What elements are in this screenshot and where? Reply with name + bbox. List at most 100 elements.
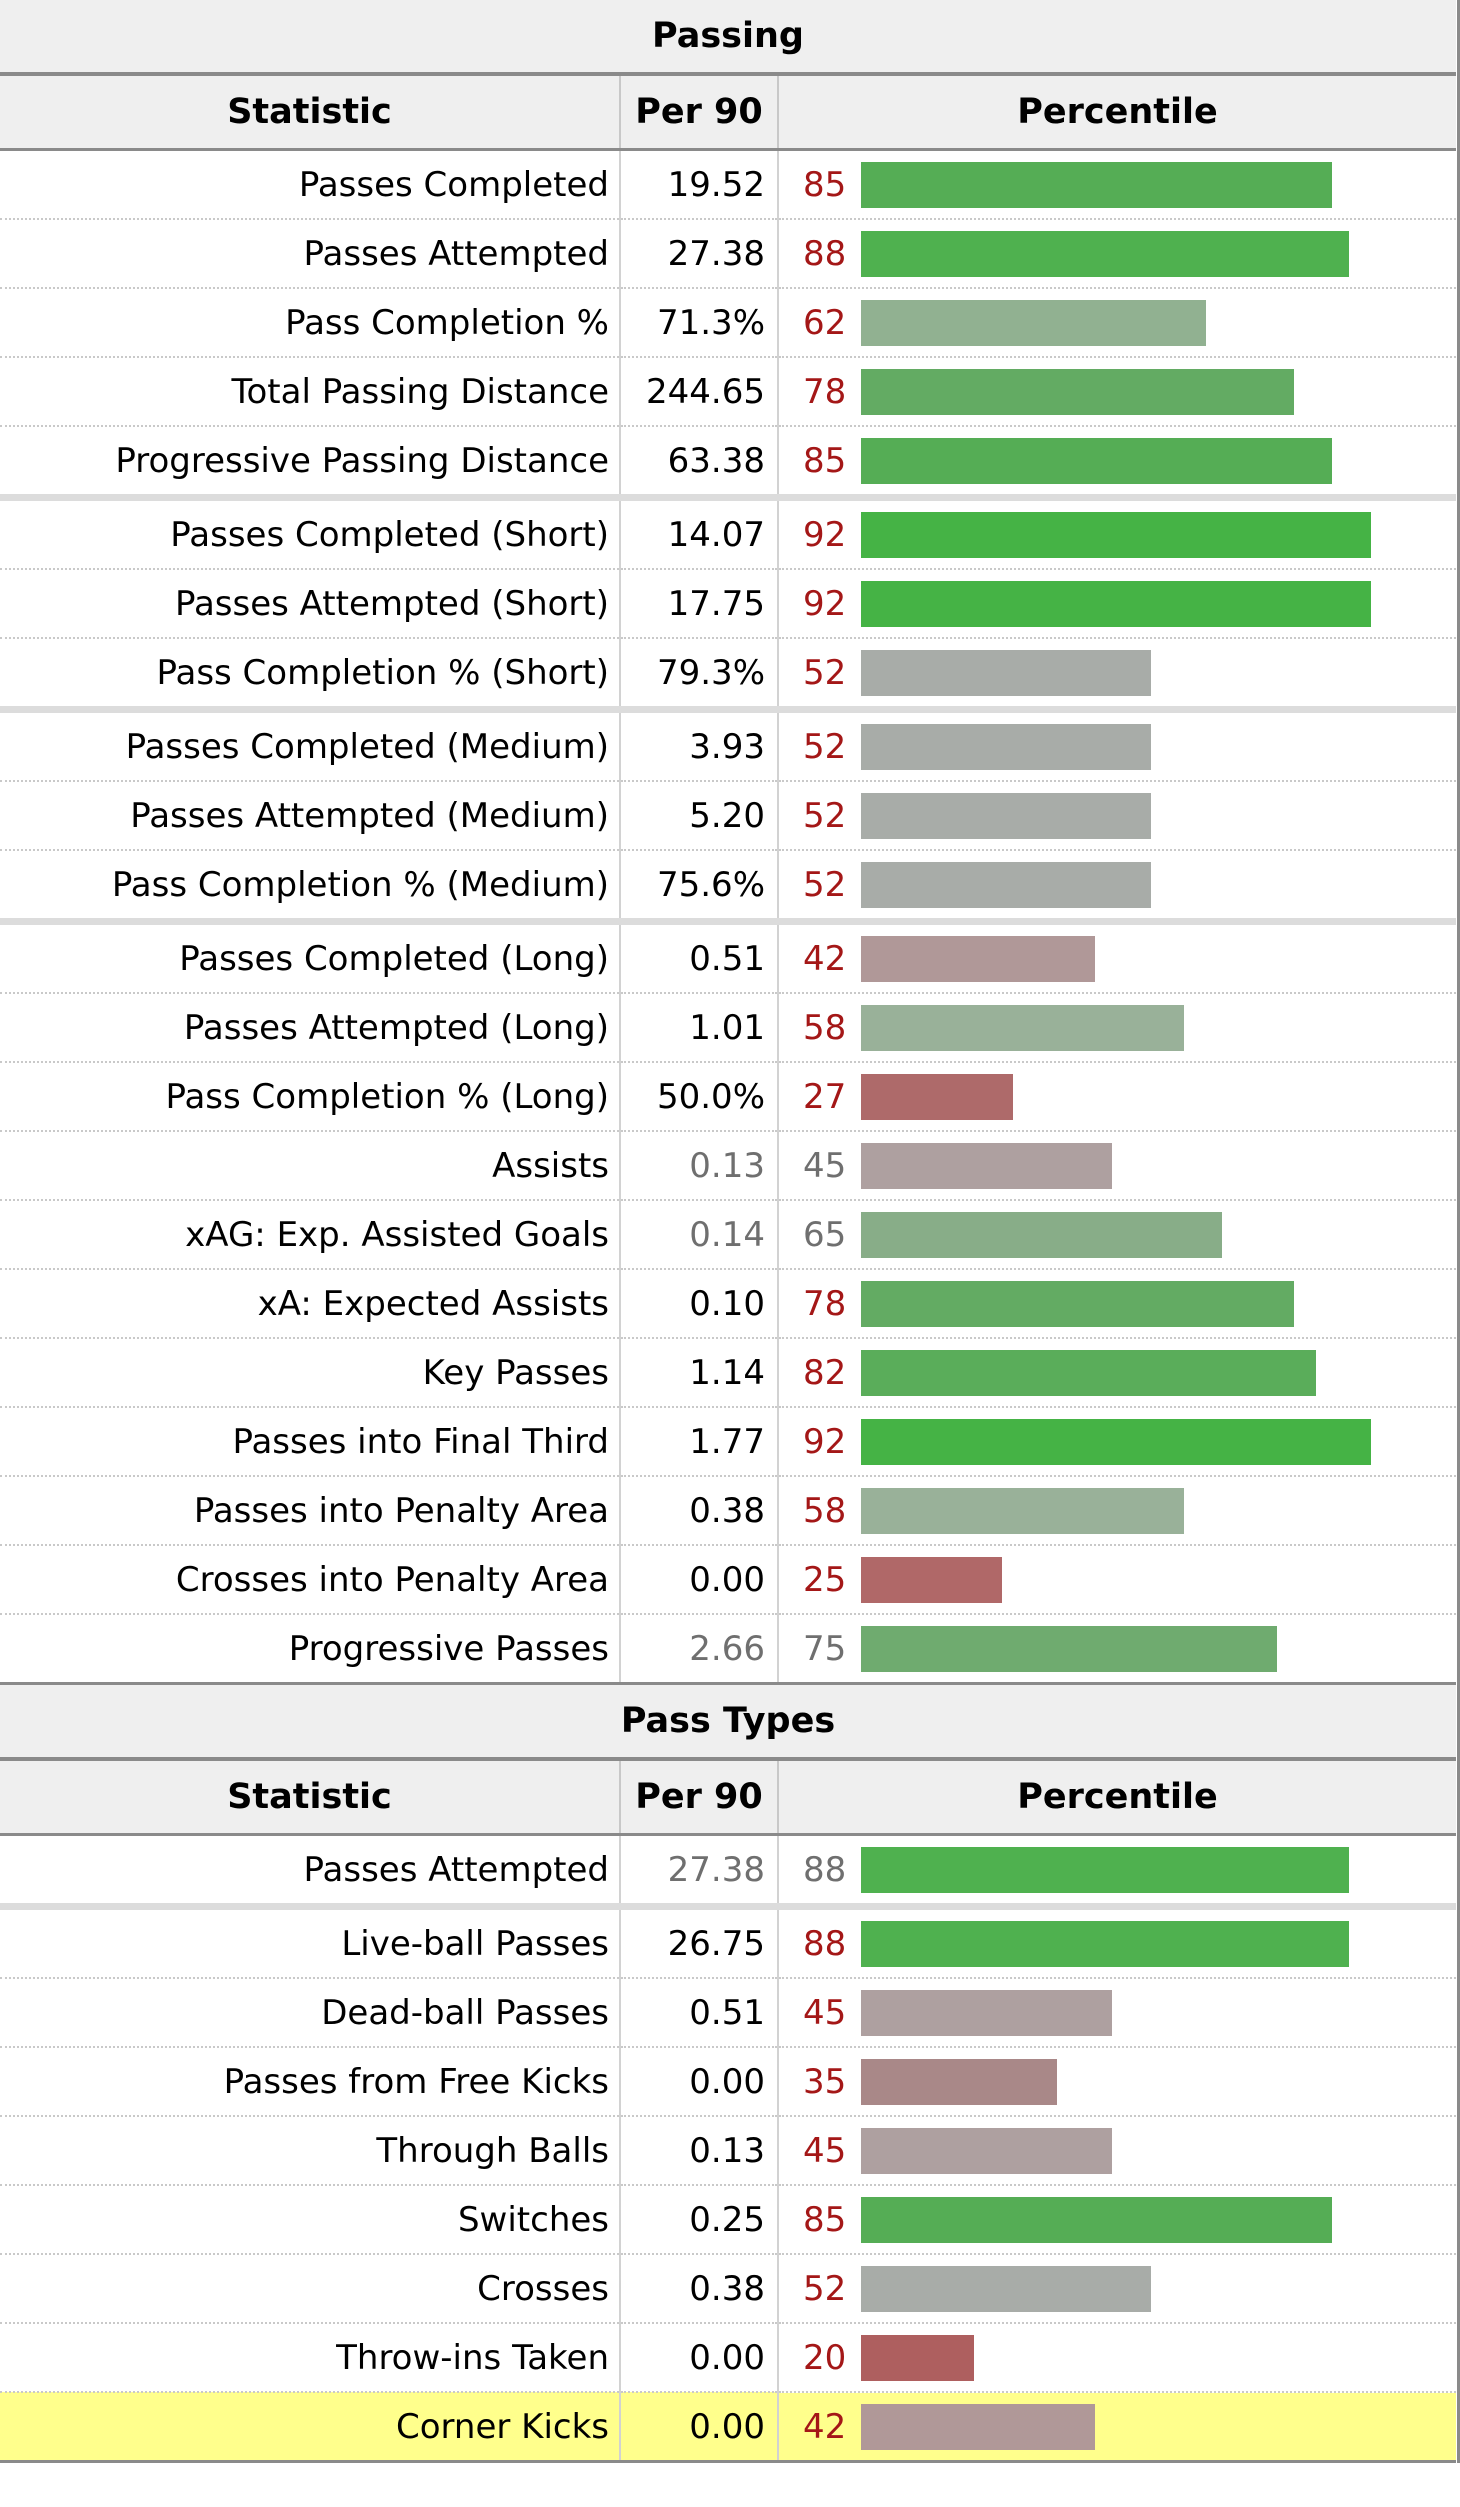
percentile-value: 85: [803, 164, 847, 205]
per90-value: 26.75: [620, 1903, 779, 1979]
stat-label[interactable]: Live-ball Passes: [0, 1903, 621, 1979]
stat-label[interactable]: Dead-ball Passes: [0, 1978, 621, 2048]
percentile-bar-track: [861, 2127, 1441, 2174]
per90-value: 63.38: [620, 426, 779, 499]
percentile-bar: [861, 437, 1332, 484]
per90-value: 1.14: [620, 1338, 779, 1408]
stat-row-passes-attempted-medium: Passes Attempted (Medium) 5.20 52: [0, 781, 1456, 851]
stat-row-passes-attempted-long: Passes Attempted (Long) 1.01 58: [0, 993, 1456, 1063]
percentile-bar: [861, 2334, 974, 2381]
per90-value: 244.65: [620, 357, 779, 427]
percentile-bar-track: [861, 1556, 1441, 1603]
percentile-bar: [861, 1846, 1349, 1893]
stat-row-total-passing-distance: Total Passing Distance 244.65 78: [0, 357, 1456, 427]
stat-row-progressive-passes: Progressive Passes 2.66 75: [0, 1614, 1456, 1685]
percentile-bar: [861, 1487, 1184, 1534]
statistic-column-header[interactable]: Statistic: [0, 1759, 621, 1836]
percentile-bar-track: [861, 649, 1441, 696]
percentile-cell: 45: [778, 1131, 1456, 1201]
stat-label[interactable]: Switches: [0, 2185, 621, 2255]
percentile-bar-track: [861, 2334, 1441, 2381]
percentile-bar: [861, 723, 1151, 770]
percentile-bar-track: [861, 368, 1441, 415]
stat-label[interactable]: xAG: Exp. Assisted Goals: [0, 1200, 621, 1270]
stat-row-pass-completion-medium: Pass Completion % (Medium) 75.6% 52: [0, 850, 1456, 923]
stat-label[interactable]: Assists: [0, 1131, 621, 1201]
per90-column-header[interactable]: Per 90: [620, 74, 779, 151]
stat-label[interactable]: Key Passes: [0, 1338, 621, 1408]
stat-label[interactable]: Throw-ins Taken: [0, 2323, 621, 2393]
percentile-bar: [861, 2403, 1095, 2450]
statistic-column-header[interactable]: Statistic: [0, 74, 621, 151]
per90-value: 5.20: [620, 781, 779, 851]
percentile-value: 78: [803, 371, 847, 412]
percentile-cell: 45: [778, 2116, 1456, 2186]
percentile-cell: 20: [778, 2323, 1456, 2393]
percentile-column-header[interactable]: Percentile: [778, 74, 1456, 151]
percentile-bar-track: [861, 437, 1441, 484]
percentile-bar: [861, 1142, 1112, 1189]
percentile-cell: 58: [778, 1476, 1456, 1546]
percentile-bar: [861, 1556, 1002, 1603]
per90-value: 2.66: [620, 1614, 779, 1685]
stat-label[interactable]: Passes Attempted (Medium): [0, 781, 621, 851]
percentile-bar-track: [861, 1920, 1441, 1967]
stat-row-passes-attempted-short: Passes Attempted (Short) 17.75 92: [0, 569, 1456, 639]
percentile-bar-track: [861, 1989, 1441, 2036]
percentile-cell: 88: [778, 219, 1456, 289]
stat-row-pass-completion: Pass Completion % 71.3% 62: [0, 288, 1456, 358]
percentile-cell: 82: [778, 1338, 1456, 1408]
per90-value: 0.51: [620, 918, 779, 994]
stat-label[interactable]: Passes Completed: [0, 149, 621, 220]
percentile-value: 20: [803, 2337, 847, 2378]
stat-label[interactable]: Progressive Passing Distance: [0, 426, 621, 499]
percentile-bar: [861, 1349, 1316, 1396]
per90-value: 0.10: [620, 1269, 779, 1339]
stat-row-dead-ball-passes: Dead-ball Passes 0.51 45: [0, 1978, 1456, 2048]
stat-label[interactable]: Progressive Passes: [0, 1614, 621, 1685]
percentile-bar-track: [861, 1625, 1441, 1672]
percentile-bar: [861, 2127, 1112, 2174]
percentile-value: 52: [803, 2268, 847, 2309]
per90-value: 3.93: [620, 706, 779, 782]
section-title: Pass Types: [0, 1683, 1456, 1761]
stat-label[interactable]: xA: Expected Assists: [0, 1269, 621, 1339]
percentile-bar-track: [861, 1280, 1441, 1327]
stat-label[interactable]: Passes Attempted: [0, 219, 621, 289]
stat-label[interactable]: Crosses into Penalty Area: [0, 1545, 621, 1615]
percentile-bar: [861, 792, 1151, 839]
percentile-bar: [861, 1280, 1294, 1327]
stat-label[interactable]: Passes Completed (Medium): [0, 706, 621, 782]
stat-label[interactable]: Passes into Penalty Area: [0, 1476, 621, 1546]
stat-label[interactable]: Pass Completion % (Long): [0, 1062, 621, 1132]
percentile-bar-track: [861, 161, 1441, 208]
section-title-row: Pass Types: [0, 1683, 1456, 1761]
stat-label[interactable]: Passes Attempted: [0, 1834, 621, 1908]
stats-table: Passing Statistic Per 90 Percentile Passes C…: [0, 0, 1456, 2463]
percentile-value: 45: [803, 2130, 847, 2171]
percentile-cell: 85: [778, 426, 1456, 499]
stat-label[interactable]: Pass Completion % (Medium): [0, 850, 621, 923]
percentile-bar: [861, 1989, 1112, 2036]
per90-value: 75.6%: [620, 850, 779, 923]
percentile-column-header[interactable]: Percentile: [778, 1759, 1456, 1836]
stat-label[interactable]: Crosses: [0, 2254, 621, 2324]
stat-label[interactable]: Passes into Final Third: [0, 1407, 621, 1477]
stat-label[interactable]: Passes Attempted (Long): [0, 993, 621, 1063]
stat-label[interactable]: Passes from Free Kicks: [0, 2047, 621, 2117]
stat-label[interactable]: Pass Completion %: [0, 288, 621, 358]
percentile-value: 45: [803, 1992, 847, 2033]
stat-label[interactable]: Through Balls: [0, 2116, 621, 2186]
stat-label[interactable]: Passes Attempted (Short): [0, 569, 621, 639]
per90-column-header[interactable]: Per 90: [620, 1759, 779, 1836]
stat-label[interactable]: Total Passing Distance: [0, 357, 621, 427]
stat-label[interactable]: Pass Completion % (Short): [0, 638, 621, 711]
stat-label[interactable]: Corner Kicks: [0, 2392, 621, 2463]
stat-row-xa-expected-assists: xA: Expected Assists 0.10 78: [0, 1269, 1456, 1339]
percentile-bar: [861, 861, 1151, 908]
percentile-cell: 85: [778, 149, 1456, 220]
stat-label[interactable]: Passes Completed (Long): [0, 918, 621, 994]
percentile-bar: [861, 1211, 1222, 1258]
section-title-row: Passing: [0, 0, 1456, 76]
stat-label[interactable]: Passes Completed (Short): [0, 494, 621, 570]
